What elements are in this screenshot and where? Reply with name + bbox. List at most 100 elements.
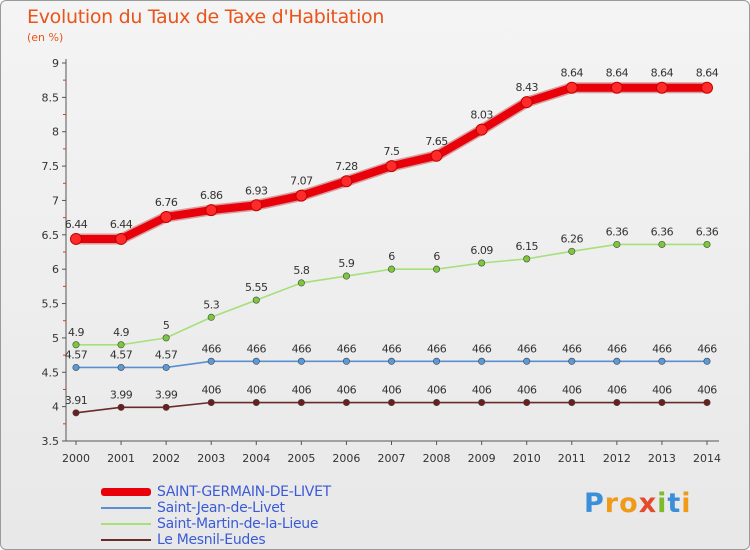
data-point xyxy=(297,399,305,407)
data-label: 6.44 xyxy=(110,218,133,231)
legend-label: Saint-Jean-de-Livet xyxy=(157,500,285,516)
data-point xyxy=(70,232,82,245)
data-point xyxy=(478,357,486,365)
data-point xyxy=(340,175,353,188)
data-label: 4.9 xyxy=(113,326,129,339)
x-tick-label: 2006 xyxy=(332,452,360,465)
y-tick-label: 4.5 xyxy=(42,366,60,379)
data-label: 406 xyxy=(292,384,312,397)
data-point xyxy=(658,357,666,365)
x-tick-label: 2002 xyxy=(152,452,180,465)
data-point xyxy=(207,313,215,321)
data-label: 406 xyxy=(472,384,492,397)
logo-letter: i xyxy=(681,488,692,519)
data-label: 466 xyxy=(337,342,357,355)
data-label: 466 xyxy=(382,342,402,355)
legend-swatch xyxy=(101,488,151,496)
data-label: 406 xyxy=(562,384,582,397)
data-point xyxy=(387,399,395,407)
data-point xyxy=(387,357,395,365)
data-point xyxy=(162,334,170,342)
y-tick-label: 8.5 xyxy=(42,91,60,104)
x-tick-label: 2010 xyxy=(513,452,541,465)
data-label: 6.36 xyxy=(606,225,629,238)
chart-legend: SAINT-GERMAIN-DE-LIVET Saint-Jean-de-Live… xyxy=(101,484,331,548)
x-tick-label: 2013 xyxy=(648,452,676,465)
y-tick-label: 3.5 xyxy=(42,435,60,448)
data-label: 3.99 xyxy=(155,388,178,401)
data-label: 8.64 xyxy=(606,67,629,80)
data-label: 7.65 xyxy=(425,135,448,148)
data-point xyxy=(523,399,531,407)
data-point xyxy=(205,204,218,217)
legend-swatch xyxy=(101,507,151,509)
data-label: 6.93 xyxy=(245,184,268,197)
chart-subtitle: (en %) xyxy=(27,31,64,44)
x-tick-label: 2012 xyxy=(603,452,631,465)
data-point xyxy=(433,399,441,407)
proxiti-logo: Proxiti xyxy=(584,488,692,519)
data-point xyxy=(478,259,486,267)
y-tick-label: 5.5 xyxy=(42,298,60,311)
data-point xyxy=(72,409,80,417)
data-label: 5.55 xyxy=(245,281,268,294)
data-label: 406 xyxy=(382,384,402,397)
x-tick-label: 2009 xyxy=(468,452,496,465)
data-point xyxy=(117,341,125,349)
data-point xyxy=(162,363,170,371)
data-label: 466 xyxy=(201,342,221,355)
x-tick-label: 2000 xyxy=(62,452,90,465)
data-label: 6 xyxy=(388,250,395,263)
data-point xyxy=(703,357,711,365)
legend-label: Le Mesnil-Eudes xyxy=(157,532,266,548)
data-label: 6.86 xyxy=(200,189,223,202)
data-point xyxy=(658,240,666,248)
data-label: 406 xyxy=(427,384,447,397)
data-point xyxy=(342,357,350,365)
data-label: 3.91 xyxy=(65,394,88,407)
y-tick-label: 9 xyxy=(52,57,59,70)
data-point xyxy=(610,81,623,94)
data-point xyxy=(297,357,305,365)
data-point xyxy=(523,255,531,263)
x-tick-label: 2007 xyxy=(378,452,406,465)
data-label: 466 xyxy=(697,342,717,355)
data-label: 406 xyxy=(607,384,627,397)
data-label: 8.03 xyxy=(470,109,493,122)
x-tick-label: 2003 xyxy=(197,452,225,465)
x-tick-label: 2001 xyxy=(107,452,135,465)
data-label: 466 xyxy=(562,342,582,355)
data-point xyxy=(568,247,576,255)
data-label: 406 xyxy=(247,384,267,397)
data-point xyxy=(250,199,263,212)
data-label: 7.28 xyxy=(335,160,358,173)
y-tick-label: 6.5 xyxy=(42,229,60,242)
data-label: 6.44 xyxy=(65,218,88,231)
data-label: 406 xyxy=(337,384,357,397)
data-label: 5 xyxy=(163,319,170,332)
legend-swatch xyxy=(101,539,151,541)
legend-item: Le Mesnil-Eudes xyxy=(101,532,331,548)
data-point xyxy=(658,399,666,407)
data-label: 7.07 xyxy=(290,175,313,188)
data-label: 4.57 xyxy=(110,348,133,361)
data-point xyxy=(613,357,621,365)
data-point xyxy=(703,240,711,248)
x-tick-label: 2014 xyxy=(693,452,721,465)
legend-item: SAINT-GERMAIN-DE-LIVET xyxy=(101,484,331,500)
data-point xyxy=(568,357,576,365)
x-tick-label: 2005 xyxy=(287,452,315,465)
data-label: 4.57 xyxy=(155,348,178,361)
data-label: 406 xyxy=(201,384,221,397)
data-point xyxy=(655,81,668,94)
data-point xyxy=(252,296,260,304)
data-point xyxy=(160,210,173,223)
data-point xyxy=(430,149,443,162)
data-label: 6.36 xyxy=(696,225,719,238)
y-tick-label: 8 xyxy=(52,126,59,139)
data-label: 6.36 xyxy=(651,225,674,238)
logo-letter: P xyxy=(584,488,605,519)
data-point xyxy=(252,357,260,365)
